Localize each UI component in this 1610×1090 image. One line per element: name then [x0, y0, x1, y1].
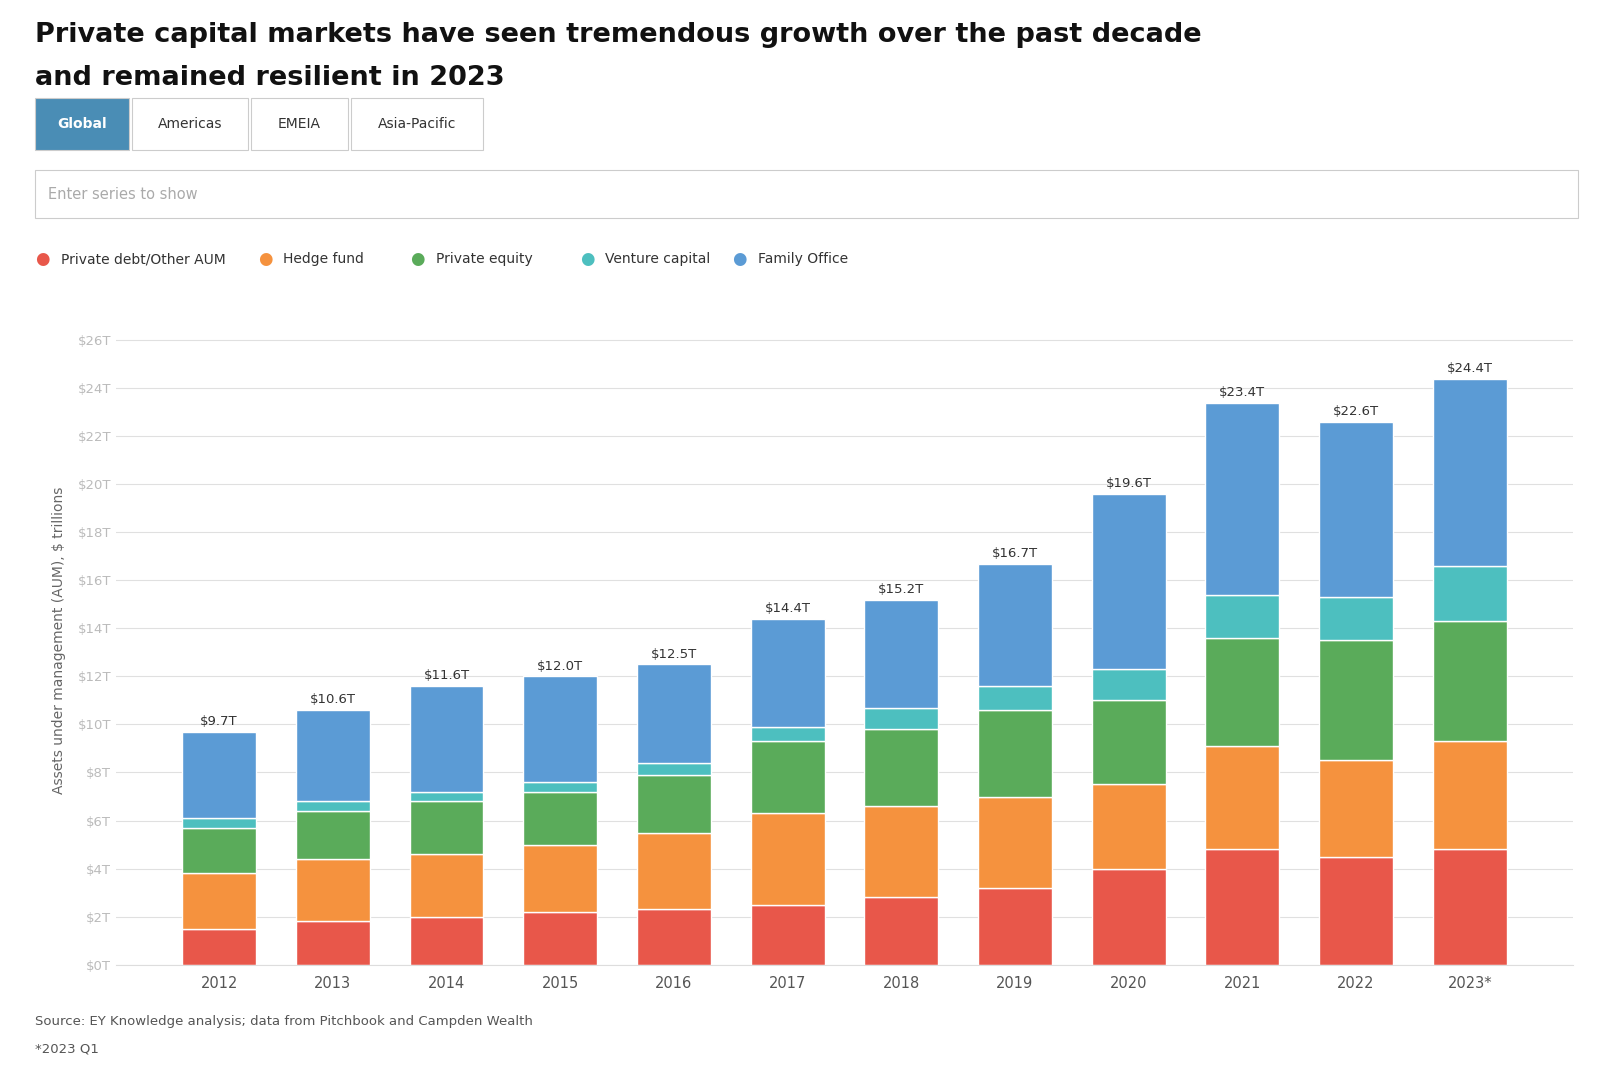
Text: Asia-Pacific: Asia-Pacific [378, 118, 456, 131]
Bar [1319, 857, 1393, 965]
Text: Hedge fund: Hedge fund [283, 253, 364, 266]
Text: ●: ● [733, 251, 747, 268]
Text: $23.4T: $23.4T [1219, 386, 1265, 399]
Bar [865, 729, 939, 807]
Bar [296, 710, 370, 801]
Bar [182, 929, 256, 965]
Bar [409, 855, 483, 917]
Bar [1206, 595, 1280, 638]
Bar [1319, 640, 1393, 761]
Text: Family Office: Family Office [758, 253, 848, 266]
Bar [182, 873, 256, 929]
Bar [865, 897, 939, 965]
Text: Global: Global [58, 118, 106, 131]
Text: $22.6T: $22.6T [1333, 405, 1380, 419]
Bar [1433, 566, 1507, 621]
Bar [1206, 746, 1280, 849]
Text: $14.4T: $14.4T [765, 602, 810, 615]
Bar [523, 677, 597, 783]
Bar [638, 763, 712, 775]
Text: Private capital markets have seen tremendous growth over the past decade: Private capital markets have seen tremen… [35, 22, 1203, 48]
Bar [750, 813, 824, 905]
Text: $12.5T: $12.5T [650, 647, 697, 661]
Text: Venture capital: Venture capital [605, 253, 710, 266]
Bar [977, 564, 1051, 686]
Bar [523, 783, 597, 791]
Text: $15.2T: $15.2T [877, 583, 924, 596]
Bar [1319, 761, 1393, 857]
Text: ●: ● [258, 251, 272, 268]
Bar [1433, 621, 1507, 741]
Bar [296, 859, 370, 921]
Bar [638, 909, 712, 965]
Text: Source: EY Knowledge analysis; data from Pitchbook and Campden Wealth: Source: EY Knowledge analysis; data from… [35, 1015, 533, 1028]
Bar [182, 827, 256, 873]
Bar [1433, 849, 1507, 965]
Bar [638, 665, 712, 763]
Bar [296, 921, 370, 965]
Bar [1206, 638, 1280, 746]
Text: Private debt/Other AUM: Private debt/Other AUM [61, 253, 225, 266]
Bar [1092, 701, 1166, 785]
Text: $19.6T: $19.6T [1106, 477, 1151, 490]
Y-axis label: Assets under management (AUM), $ trillions: Assets under management (AUM), $ trillio… [52, 487, 66, 794]
Text: Americas: Americas [158, 118, 222, 131]
Bar [750, 727, 824, 741]
Bar [409, 917, 483, 965]
Bar [1092, 494, 1166, 669]
Text: ●: ● [580, 251, 594, 268]
Text: and remained resilient in 2023: and remained resilient in 2023 [35, 65, 506, 92]
Bar [523, 791, 597, 845]
Bar [977, 797, 1051, 887]
Bar [977, 887, 1051, 965]
Bar [865, 600, 939, 707]
Bar [409, 801, 483, 855]
Text: ●: ● [411, 251, 425, 268]
Bar [523, 845, 597, 912]
Text: ●: ● [35, 251, 50, 268]
Bar [1433, 741, 1507, 849]
Bar [977, 686, 1051, 710]
Text: *2023 Q1: *2023 Q1 [35, 1042, 100, 1055]
Text: Private equity: Private equity [436, 253, 533, 266]
Bar [638, 775, 712, 833]
Bar [1319, 422, 1393, 597]
Bar [523, 912, 597, 965]
Text: $12.0T: $12.0T [538, 659, 583, 673]
Bar [1433, 378, 1507, 566]
Bar [977, 710, 1051, 797]
Bar [865, 807, 939, 897]
Text: $16.7T: $16.7T [992, 547, 1038, 560]
Bar [296, 801, 370, 811]
Bar [750, 619, 824, 727]
Bar [750, 741, 824, 813]
Bar [182, 819, 256, 827]
Text: $10.6T: $10.6T [309, 693, 356, 706]
Bar [638, 833, 712, 909]
Bar [409, 791, 483, 801]
Bar [182, 731, 256, 819]
Bar [1092, 869, 1166, 965]
Bar [1092, 785, 1166, 869]
Text: $11.6T: $11.6T [423, 669, 470, 682]
Bar [296, 811, 370, 859]
Bar [1206, 849, 1280, 965]
Text: $24.4T: $24.4T [1447, 362, 1492, 375]
Bar [1092, 669, 1166, 701]
Text: Enter series to show: Enter series to show [48, 186, 198, 202]
Bar [1319, 597, 1393, 640]
Bar [865, 707, 939, 729]
Text: $9.7T: $9.7T [200, 715, 238, 728]
Text: EMEIA: EMEIA [279, 118, 320, 131]
Bar [750, 905, 824, 965]
Bar [1206, 402, 1280, 595]
Bar [409, 686, 483, 791]
